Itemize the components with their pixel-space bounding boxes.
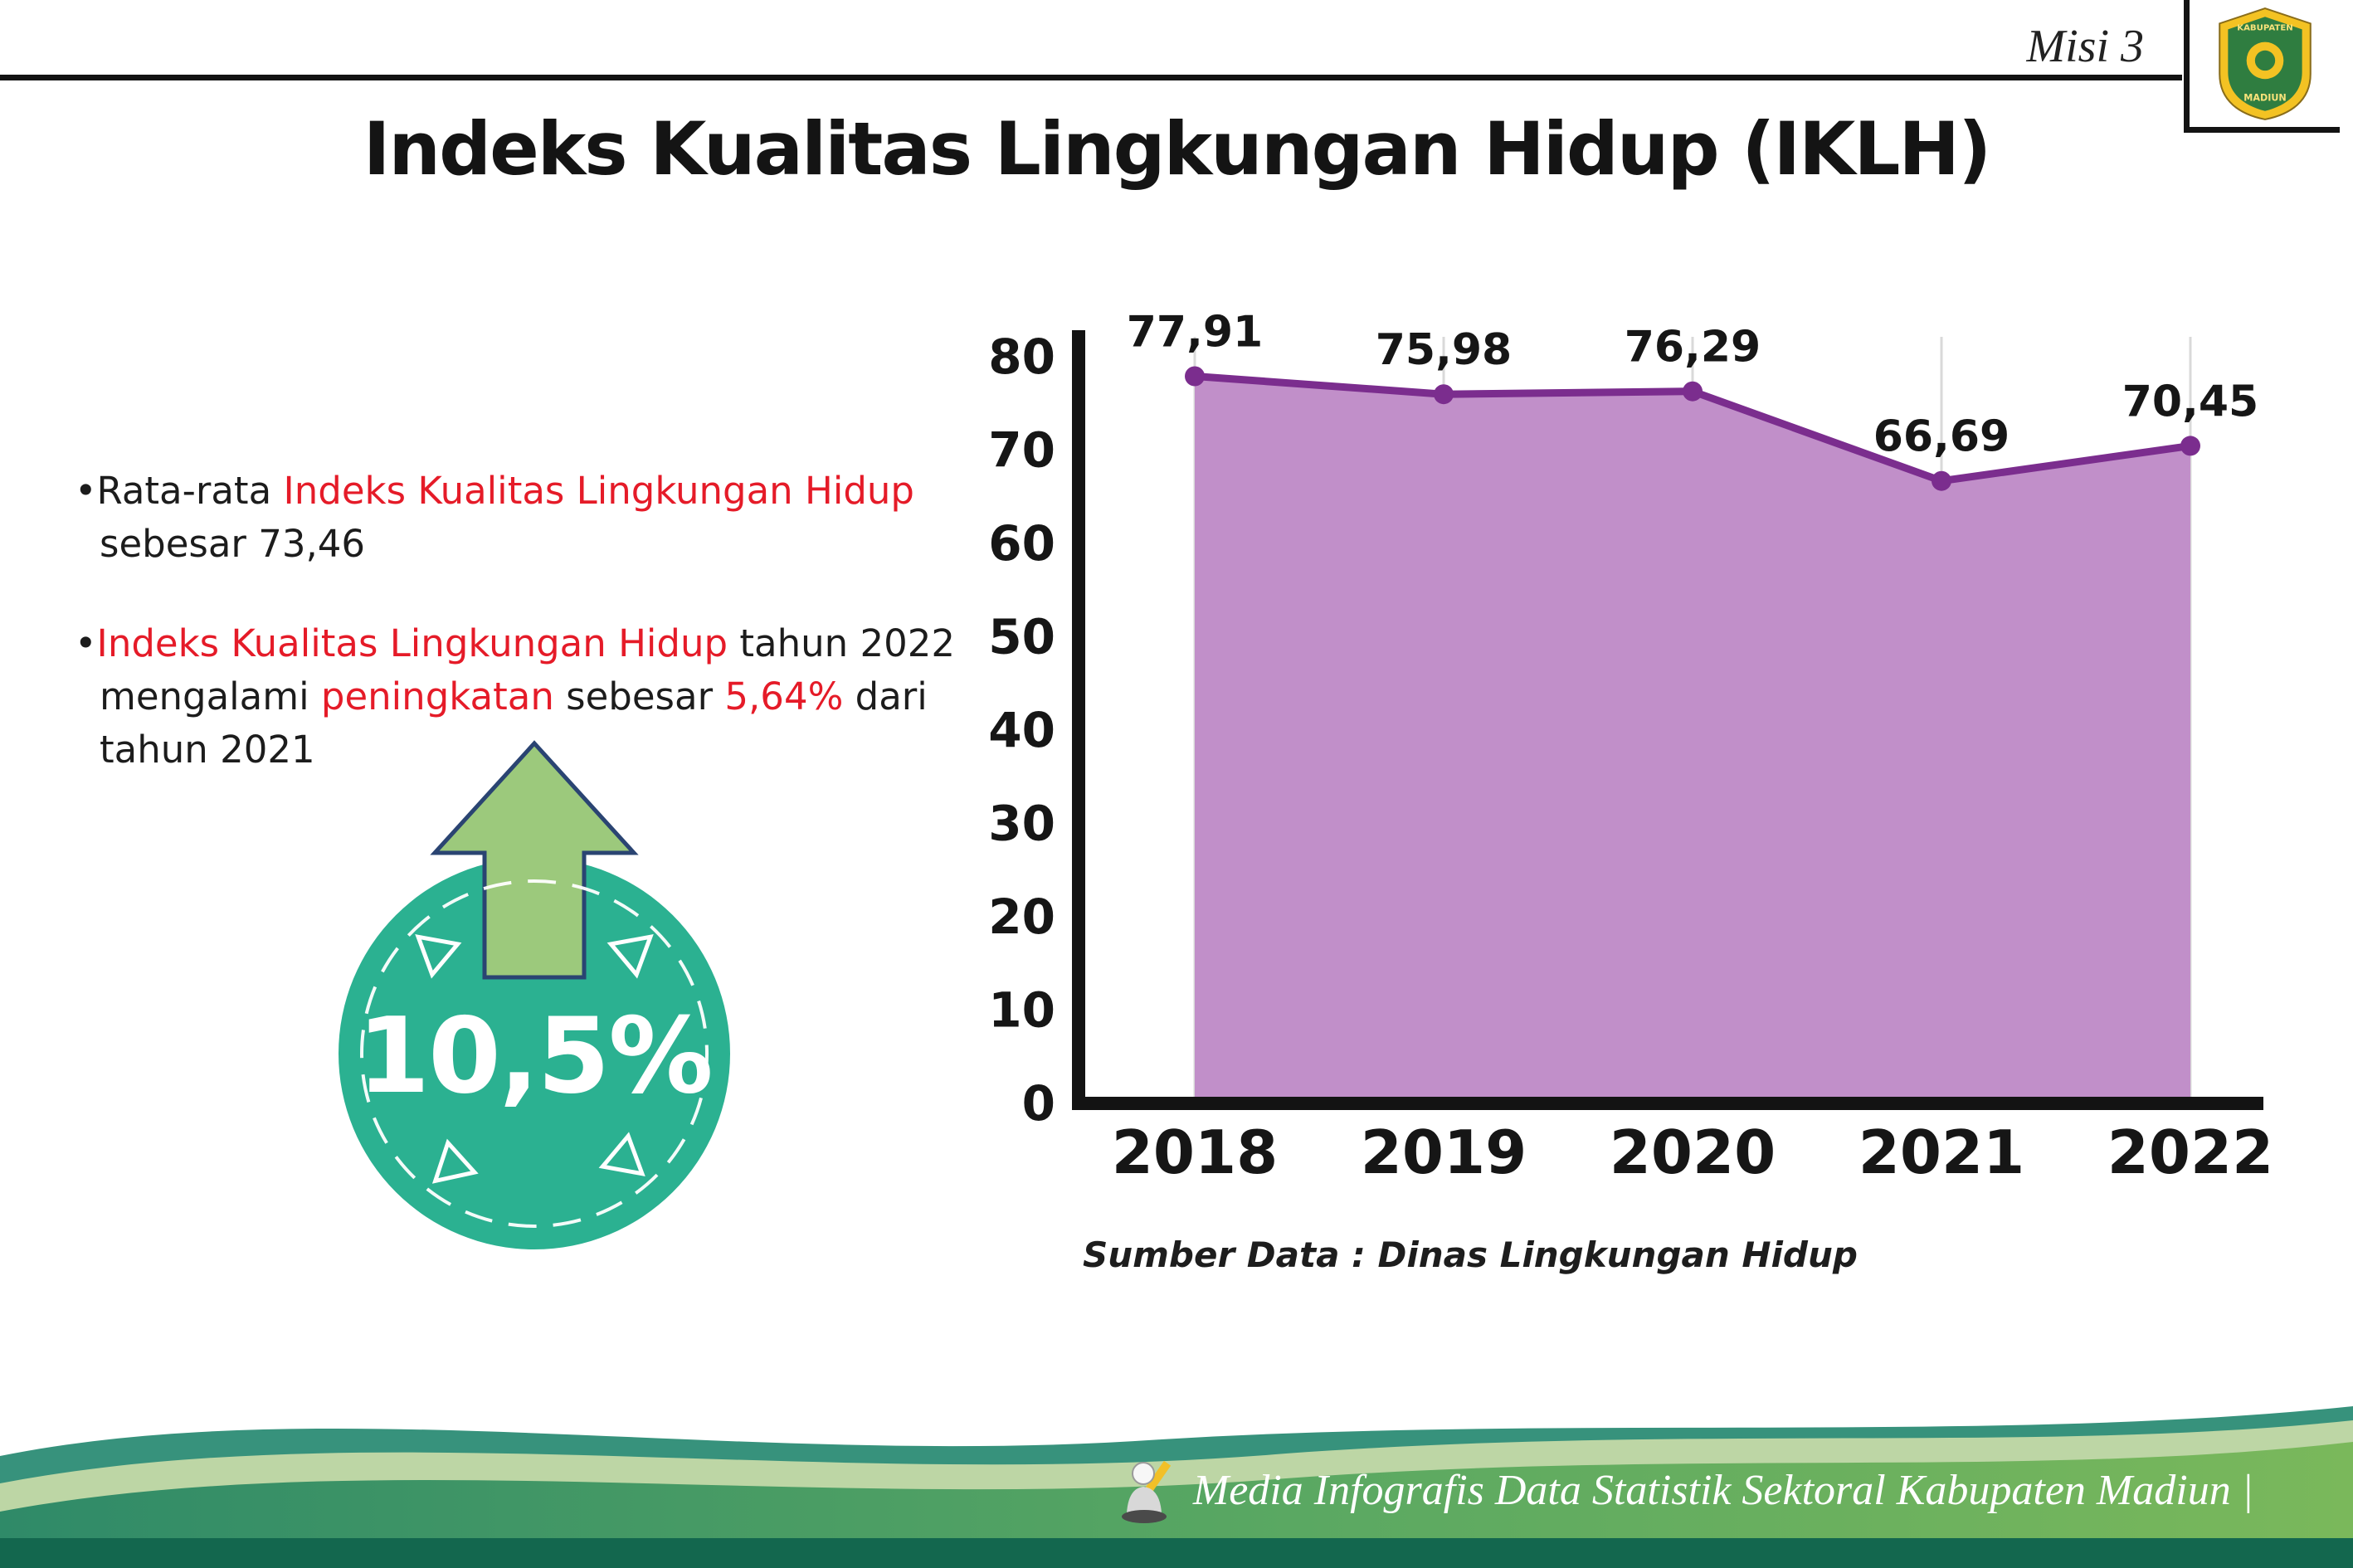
footer-bottom-strip <box>0 1538 2353 1568</box>
chart-canvas: 77,91 75,98 76,29 66,69 70,45 0 10 20 30 40 50 60 70… <box>988 308 2273 1188</box>
y-tick-label: 10 <box>988 982 1055 1039</box>
text-segment: peningkatan <box>320 674 554 718</box>
up-arrow-icon <box>430 740 639 980</box>
badge-dashed-ring <box>360 879 709 1228</box>
text-segment: sebesar <box>553 674 725 718</box>
pencil-icon <box>1143 1460 1172 1495</box>
increase-badge-graphic: 10,5% <box>339 740 730 1249</box>
footer-waves <box>0 1406 2353 1568</box>
misi-label: Misi 3 <box>2026 21 2144 72</box>
summary-bullets: •Rata-rata Indeks Kualitas Lingkungan Hi… <box>75 465 979 776</box>
value-label: 75,98 <box>1376 325 1512 375</box>
crest-icon: KABUPATEN MADIUN <box>2218 7 2312 120</box>
crest-emblem-core <box>2254 50 2275 71</box>
y-tick-label: 70 <box>988 422 1055 479</box>
bullet-marker: • <box>75 469 97 513</box>
text-segment: Rata-rata <box>96 469 284 513</box>
mascot-icon <box>1121 1460 1172 1523</box>
y-tick-label: 80 <box>988 329 1055 385</box>
value-label: 77,91 <box>1127 308 1263 358</box>
increase-percentage: 10,5% <box>357 995 711 1117</box>
bullet-increase-2022: •Indeks Kualitas Lingkungan Hidup tahun … <box>75 617 979 777</box>
footer: Media Infografis Data Statistik Sektoral… <box>0 1344 2353 1568</box>
value-label: 76,29 <box>1625 323 1761 373</box>
page-title: Indeks Kualitas Lingkungan Hidup (IKLH) <box>363 106 1992 192</box>
badge-triangle-icon <box>598 1132 645 1176</box>
mascot-head <box>1131 1462 1155 1485</box>
data-point <box>2180 436 2200 456</box>
header-rule <box>0 75 2182 80</box>
text-segment: Indeks Kualitas Lingkungan Hidup <box>96 621 728 665</box>
x-tick-label: 2018 <box>1112 1118 1278 1187</box>
data-point <box>1434 384 1454 405</box>
text-segment: 5,64% <box>724 674 844 718</box>
bullet-text: Rata-rata Indeks Kualitas Lingkungan Hid… <box>97 469 914 566</box>
text-segment: tahun 2022 mengalami <box>100 621 955 718</box>
mascot-base <box>1121 1510 1167 1523</box>
badge-triangle-icon <box>607 934 654 979</box>
bullet-text: Indeks Kualitas Lingkungan Hidup tahun 2… <box>97 621 955 772</box>
x-tick-label: 2019 <box>1361 1118 1527 1187</box>
iklh-area-chart: 77,91 75,98 76,29 66,69 70,45 0 10 20 30 40 50 60 70… <box>979 307 2273 1276</box>
data-point <box>1683 381 1703 402</box>
bullet-marker: • <box>75 621 97 665</box>
wave-main <box>0 1442 2353 1568</box>
text-segment: Indeks Kualitas Lingkungan Hidup <box>283 469 914 513</box>
badge-triangle-icon <box>431 1138 479 1184</box>
x-tick-label: 2021 <box>1859 1118 2024 1187</box>
data-point <box>1932 470 1951 491</box>
y-tick-label: 20 <box>988 889 1055 945</box>
bullet-average-iklh: •Rata-rata Indeks Kualitas Lingkungan Hi… <box>75 465 979 571</box>
text-segment: dari tahun 2021 <box>100 674 928 772</box>
y-tick-label: 0 <box>1022 1075 1055 1132</box>
x-tick-label: 2022 <box>2107 1118 2273 1187</box>
area-fill <box>1195 376 2190 1103</box>
mascot-body <box>1126 1487 1162 1513</box>
crest-top-text: KABUPATEN <box>2237 23 2292 32</box>
x-tick-label: 2020 <box>1610 1118 1776 1187</box>
badge-triangle-icon <box>415 934 462 979</box>
data-point <box>1185 366 1205 387</box>
y-tick-label: 60 <box>988 515 1055 572</box>
footer-credit: Media Infografis Data Statistik Sektoral… <box>1192 1466 2253 1514</box>
kabupaten-madiun-logo: KABUPATEN MADIUN <box>2184 0 2340 133</box>
footer-credit-row: Media Infografis Data Statistik Sektoral… <box>1118 1455 2253 1525</box>
value-label: 70,45 <box>2122 377 2258 426</box>
chart-source: Sumber Data : Dinas Lingkungan Hidup <box>1083 1234 1858 1275</box>
y-tick-label: 40 <box>988 702 1055 758</box>
increase-badge: 10,5% <box>309 728 761 1264</box>
text-segment: sebesar 73,46 <box>100 521 366 566</box>
y-tick-label: 50 <box>988 609 1055 665</box>
value-label: 66,69 <box>1873 412 2010 462</box>
y-tick-label: 30 <box>988 796 1055 852</box>
crest-bottom-text: MADIUN <box>2243 92 2286 103</box>
